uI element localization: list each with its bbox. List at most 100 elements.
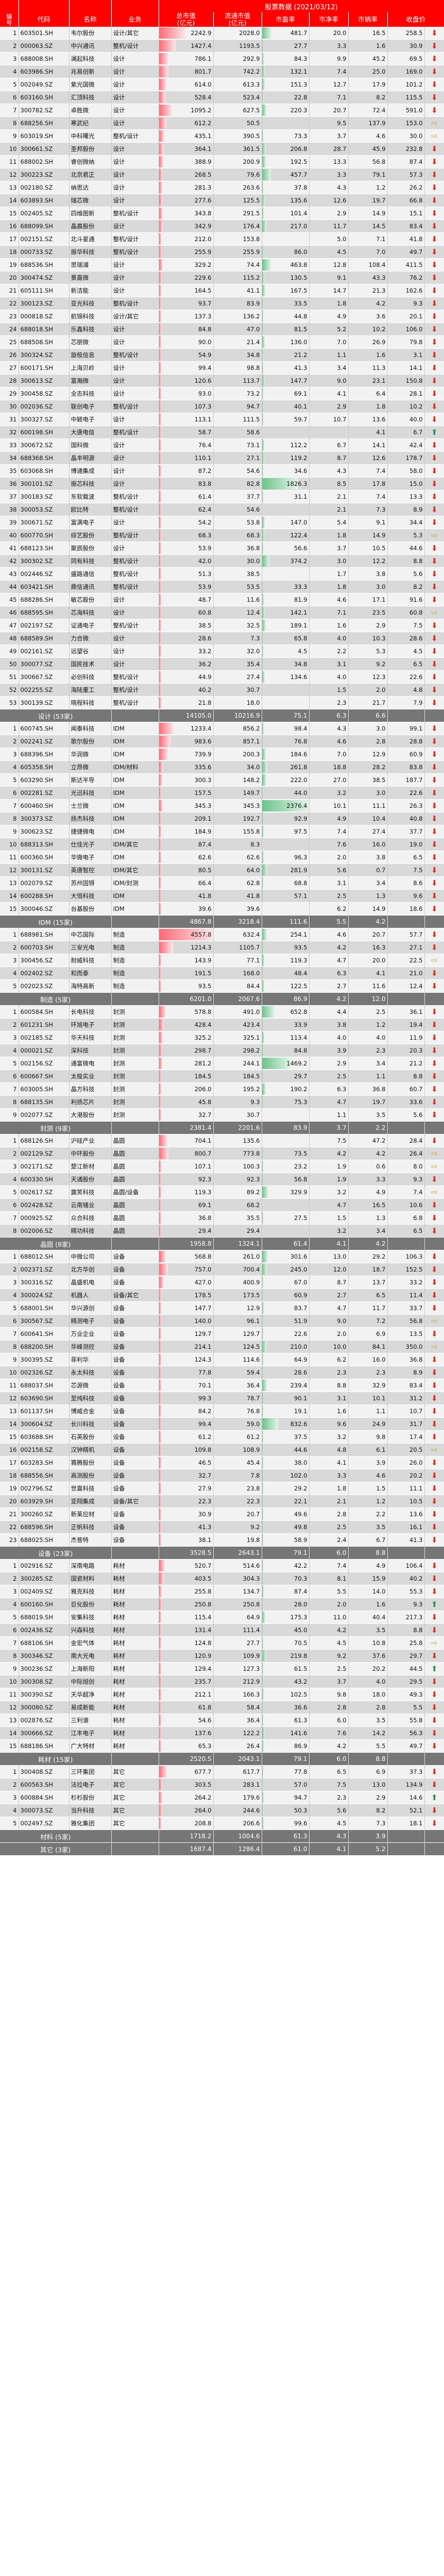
- cell-code[interactable]: 600641.SH: [19, 1327, 70, 1341]
- table-row[interactable]: 1 600745.SH 闻泰科技 IDM 1233.4 856.2 98.4 4.3 3.0 99…: [0, 722, 444, 735]
- cell-code[interactable]: 002241.SZ: [19, 735, 70, 748]
- cell-name[interactable]: 中微公司: [69, 1250, 112, 1263]
- table-row[interactable]: 52 002255.SZ 海陆重工 整机/设计 40.2 30.7 1.5 2.0 4.8 ⬇: [0, 683, 444, 697]
- cell-name[interactable]: 众合科技: [69, 1211, 112, 1225]
- cell-code[interactable]: 000733.SZ: [19, 245, 70, 259]
- cell-code[interactable]: 300260.SZ: [19, 1507, 70, 1521]
- cell-code[interactable]: 300302.SZ: [19, 554, 70, 568]
- cell-name[interactable]: 综艺股份: [69, 529, 112, 542]
- table-row[interactable]: 1 688012.SH 中微公司 设备 568.8 261.0 301.6 13.0 29.2 1…: [0, 1250, 444, 1263]
- cell-code[interactable]: 600884.SH: [19, 1791, 70, 1804]
- table-row[interactable]: 21 605111.SH 新洁能 设计 164.5 41.1 167.5 14.7 21.3 16…: [0, 284, 444, 297]
- cell-code[interactable]: 002171.SZ: [19, 1160, 70, 1173]
- cell-name[interactable]: 万业企业: [69, 1327, 112, 1341]
- table-row[interactable]: 6 002428.SZ 云南锗业 晶圆 69.1 68.2 4.7 16.5 10.6 ⬇: [0, 1198, 444, 1212]
- cell-code[interactable]: 300183.SZ: [19, 490, 70, 503]
- cell-name[interactable]: 振芯科技: [69, 477, 112, 490]
- cell-code[interactable]: 002129.SZ: [19, 1147, 70, 1160]
- cell-name[interactable]: 中颖电子: [69, 413, 112, 426]
- cell-code[interactable]: 300672.SZ: [19, 438, 70, 452]
- table-row[interactable]: 4 000021.SZ 深科技 封测 298.7 298.2 84.8 3.9 2.3 20.3 ⬇: [0, 1044, 444, 1057]
- cell-name[interactable]: 法拉电子: [69, 1778, 112, 1791]
- cell-name[interactable]: 瑞芯微: [69, 194, 112, 207]
- cell-code[interactable]: 002006.SZ: [19, 1224, 70, 1238]
- cell-name[interactable]: 大港股份: [69, 1108, 112, 1122]
- cell-code[interactable]: 002158.SZ: [19, 1443, 70, 1456]
- table-row[interactable]: 4 600330.SH 天通股份 晶圆 92.3 92.3 56.8 1.9 3.3 9.3 ⬇: [0, 1173, 444, 1186]
- cell-name[interactable]: 晶盛机电: [69, 1276, 112, 1289]
- table-row[interactable]: 6 002436.SZ 兴森科技 耗材 131.4 111.4 45.0 4.2 3.5 8.8 ⬇: [0, 1623, 444, 1637]
- table-row[interactable]: 19 688536.SH 思瑞浦 设计 329.2 74.4 463.8 12.8 108.4 4…: [0, 258, 444, 272]
- table-row[interactable]: 4 600160.SH 巨化股份 耗材 250.8 250.8 28.0 2.0 1.6 9.3 ⬆: [0, 1598, 444, 1611]
- cell-name[interactable]: 光迅科技: [69, 786, 112, 800]
- cell-code[interactable]: 688001.SH: [19, 1301, 70, 1315]
- cell-name[interactable]: 中际旭创: [69, 1675, 112, 1688]
- cell-code[interactable]: 002446.SZ: [19, 567, 70, 581]
- cell-name[interactable]: 鼎信通讯: [69, 580, 112, 594]
- cell-code[interactable]: 688200.SH: [19, 1340, 70, 1353]
- table-row[interactable]: 4 300024.SZ 机器人 设备/其它 178.5 173.5 60.9 2.7 6.5 11…: [0, 1289, 444, 1302]
- table-row[interactable]: 8 688135.SH 利扬芯片 封测 45.8 9.3 75.3 4.7 19.7 33.6 ⬇: [0, 1095, 444, 1109]
- table-row[interactable]: 2 600703.SH 三安光电 制造 1214.3 1105.7 93.5 4.2 16.3 2…: [0, 941, 444, 954]
- table-row[interactable]: 5 002049.SZ 紫光国微 设计 614.0 613.3 151.3 12.7 17.9 1…: [0, 78, 444, 91]
- table-row[interactable]: 5 002156.SZ 通富微电 封测 281.2 244.1 1469.2 2.9 3.4 21…: [0, 1057, 444, 1070]
- cell-code[interactable]: 603019.SH: [19, 129, 70, 143]
- cell-code[interactable]: 300139.SZ: [19, 696, 70, 709]
- table-row[interactable]: 32 600198.SH 大唐电信 整机/设计 58.7 58.6 4.1 6.7 ⬆: [0, 426, 444, 439]
- cell-code[interactable]: 002617.SZ: [19, 1185, 70, 1199]
- cell-name[interactable]: 华峰测控: [69, 1340, 112, 1353]
- cell-code[interactable]: 002326.SZ: [19, 1366, 70, 1379]
- cell-name[interactable]: 深科技: [69, 1044, 112, 1057]
- table-row[interactable]: 28 300613.SZ 富瀚微 设计 120.6 113.7 147.7 9.0 23.1 15…: [0, 374, 444, 387]
- table-row[interactable]: 4 300073.SZ 当升科技 其它 264.0 244.6 50.3 5.6 8.2 52.1…: [0, 1804, 444, 1817]
- table-row[interactable]: 3 300456.SZ 耐威科技 制造 143.9 77.1 119.3 4.7 20.0 22.…: [0, 954, 444, 967]
- cell-code[interactable]: 300101.SZ: [19, 477, 70, 490]
- cell-name[interactable]: 全志科技: [69, 387, 112, 400]
- table-row[interactable]: 1 688126.SH 沪硅产业 晶圆 704.1 135.6 7.5 47.2 28.4 ⬇: [0, 1134, 444, 1147]
- cell-code[interactable]: 300604.SZ: [19, 1417, 70, 1431]
- cell-code[interactable]: 688596.SH: [19, 1520, 70, 1534]
- cell-name[interactable]: 联创电子: [69, 400, 112, 413]
- cell-code[interactable]: 000021.SZ: [19, 1044, 70, 1057]
- cell-name[interactable]: 南大光电: [69, 1649, 112, 1663]
- cell-code[interactable]: 300223.SZ: [19, 168, 70, 181]
- table-row[interactable]: 8 688256.SH 寒武纪 设计 612.2 50.5 9.5 137.9 153.0 ⇨: [0, 116, 444, 130]
- cell-name[interactable]: 士兰微: [69, 799, 112, 812]
- table-row[interactable]: 17 002151.SZ 北斗星通 整机/设计 212.0 153.8 5.0 7.1 41.8…: [0, 232, 444, 246]
- table-row[interactable]: 42 300302.SZ 同有科技 整机/设计 42.0 30.0 374.2 3.0 12.2…: [0, 554, 444, 568]
- cell-code[interactable]: 603929.SH: [19, 1495, 70, 1508]
- cell-name[interactable]: 深南电路: [69, 1559, 112, 1572]
- cell-code[interactable]: 300053.SZ: [19, 503, 70, 516]
- cell-name[interactable]: 远望谷: [69, 645, 112, 658]
- table-row[interactable]: 37 300183.SZ 东软载波 整机/设计 61.4 37.7 31.1 2.1 7.4 13…: [0, 490, 444, 503]
- cell-code[interactable]: 600703.SH: [19, 941, 70, 954]
- cell-name[interactable]: 北斗星通: [69, 232, 112, 246]
- table-row[interactable]: 12 300223.SZ 北京君正 设计 268.5 79.6 457.7 3.3 79.1 57…: [0, 168, 444, 181]
- cell-code[interactable]: 600171.SH: [19, 361, 70, 375]
- table-row[interactable]: 15 688186.SH 广大特材 耗材 65.3 26.4 86.9 4.2 5.5 49.7 ⬇: [0, 1739, 444, 1753]
- cell-code[interactable]: 000063.SZ: [19, 39, 70, 53]
- cell-code[interactable]: 300123.SZ: [19, 297, 70, 310]
- table-row[interactable]: 1 603501.SH 韦尔股份 设计/其它 2242.9 2028.0 481.7 20.0…: [0, 27, 444, 40]
- cell-name[interactable]: 四维图新: [69, 207, 112, 220]
- cell-code[interactable]: 002180.SZ: [19, 181, 70, 194]
- cell-name[interactable]: 仕佳光子: [69, 838, 112, 851]
- table-row[interactable]: 10 300308.SZ 中际旭创 耗材 235.7 212.9 43.2 3.7 4.0 29.…: [0, 1675, 444, 1688]
- table-row[interactable]: 1 300408.SZ 三环集团 其它 677.7 617.7 77.8 6.5 6.9 37.3…: [0, 1765, 444, 1778]
- cell-code[interactable]: 002405.SZ: [19, 207, 70, 220]
- table-row[interactable]: 2 601231.SH 环旭电子 封测 428.4 423.4 33.9 3.8 1.2 19.4…: [0, 1018, 444, 1031]
- cell-name[interactable]: 雅克科技: [69, 1585, 112, 1598]
- cell-name[interactable]: 环旭电子: [69, 1018, 112, 1031]
- table-row[interactable]: 10 002326.SZ 永太科技 设备 77.8 59.4 28.6 2.3 2.3 8.9 ⬇: [0, 1366, 444, 1379]
- cell-code[interactable]: 600770.SH: [19, 529, 70, 542]
- table-row[interactable]: 6 600667.SH 太极实业 封测 184.5 184.5 29.7 2.5 1.1 8.8 ⬇: [0, 1070, 444, 1083]
- cell-code[interactable]: 605358.SH: [19, 760, 70, 774]
- cell-code[interactable]: 688018.SH: [19, 323, 70, 336]
- table-row[interactable]: 9 300236.SZ 上海新阳 耗材 129.4 127.3 61.5 2.5 20.2 44.…: [0, 1662, 444, 1675]
- table-row[interactable]: 12 300131.SZ 英唐智控 IDM/其它 80.5 64.0 281.9 5.6 0.7…: [0, 863, 444, 877]
- cell-code[interactable]: 688135.SH: [19, 1095, 70, 1109]
- table-row[interactable]: 5 002617.SZ 露笑科技 晶圆/设备 119.3 89.2 329.9 3.2 4.9 7…: [0, 1185, 444, 1199]
- table-row[interactable]: 23 688025.SH 杰普特 设备 38.1 19.8 58.9 2.4 6.7 41.3 ⬇: [0, 1533, 444, 1547]
- cell-name[interactable]: 证通电子: [69, 619, 112, 632]
- table-row[interactable]: 1 002916.SZ 深南电路 耗材 520.7 514.6 42.2 7.4 4.9 106.…: [0, 1559, 444, 1572]
